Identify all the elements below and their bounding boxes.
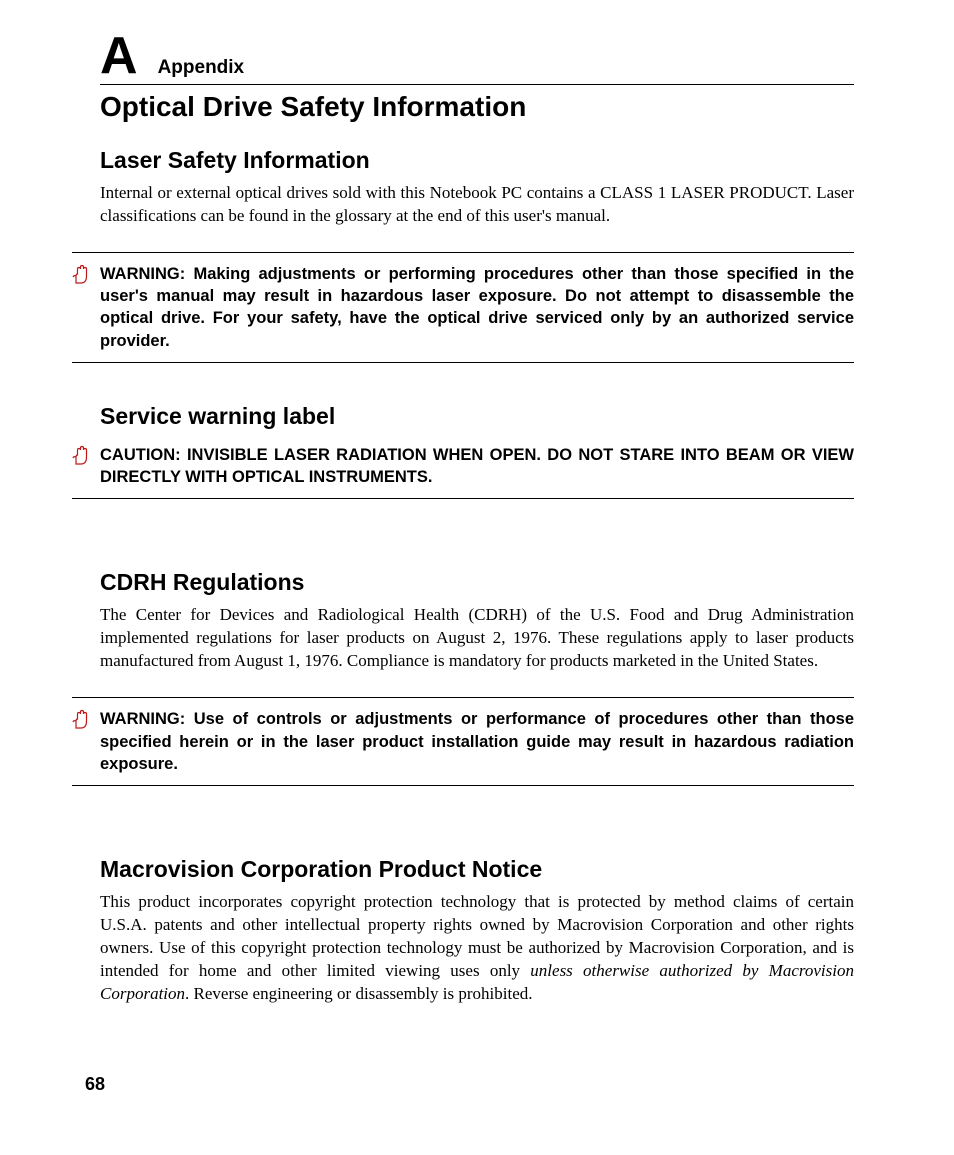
laser-heading: Laser Safety Information	[100, 147, 854, 174]
cdrh-body: The Center for Devices and Radiological …	[100, 604, 854, 673]
cdrh-heading: CDRH Regulations	[100, 569, 854, 596]
appendix-label: Appendix	[158, 57, 245, 79]
appendix-header: A Appendix	[100, 30, 854, 85]
service-heading: Service warning label	[100, 403, 854, 430]
warning-hand-icon	[70, 708, 90, 735]
warning-2-text: CAUTION: INVISIBLE LASER RADIATION WHEN …	[100, 444, 854, 489]
warning-block-1: WARNING: Making adjustments or performin…	[72, 252, 854, 363]
appendix-letter: A	[100, 30, 138, 82]
page-title: Optical Drive Safety Information	[100, 91, 854, 123]
page-number: 68	[85, 1074, 105, 1095]
laser-body: Internal or external optical drives sold…	[100, 182, 854, 228]
warning-hand-icon	[70, 444, 90, 471]
warning-3-text: WARNING: Use of controls or adjustments …	[100, 708, 854, 775]
macrovision-body: This product incorporates copyright prot…	[100, 891, 854, 1006]
warning-1-text: WARNING: Making adjustments or performin…	[100, 263, 854, 352]
warning-hand-icon	[70, 263, 90, 290]
page-content: A Appendix Optical Drive Safety Informat…	[0, 0, 954, 1006]
macrovision-heading: Macrovision Corporation Product Notice	[100, 856, 854, 883]
warning-block-2: CAUTION: INVISIBLE LASER RADIATION WHEN …	[72, 434, 854, 500]
macro-body-post: . Reverse engineering or disassembly is …	[185, 984, 532, 1003]
warning-block-3: WARNING: Use of controls or adjustments …	[72, 697, 854, 786]
